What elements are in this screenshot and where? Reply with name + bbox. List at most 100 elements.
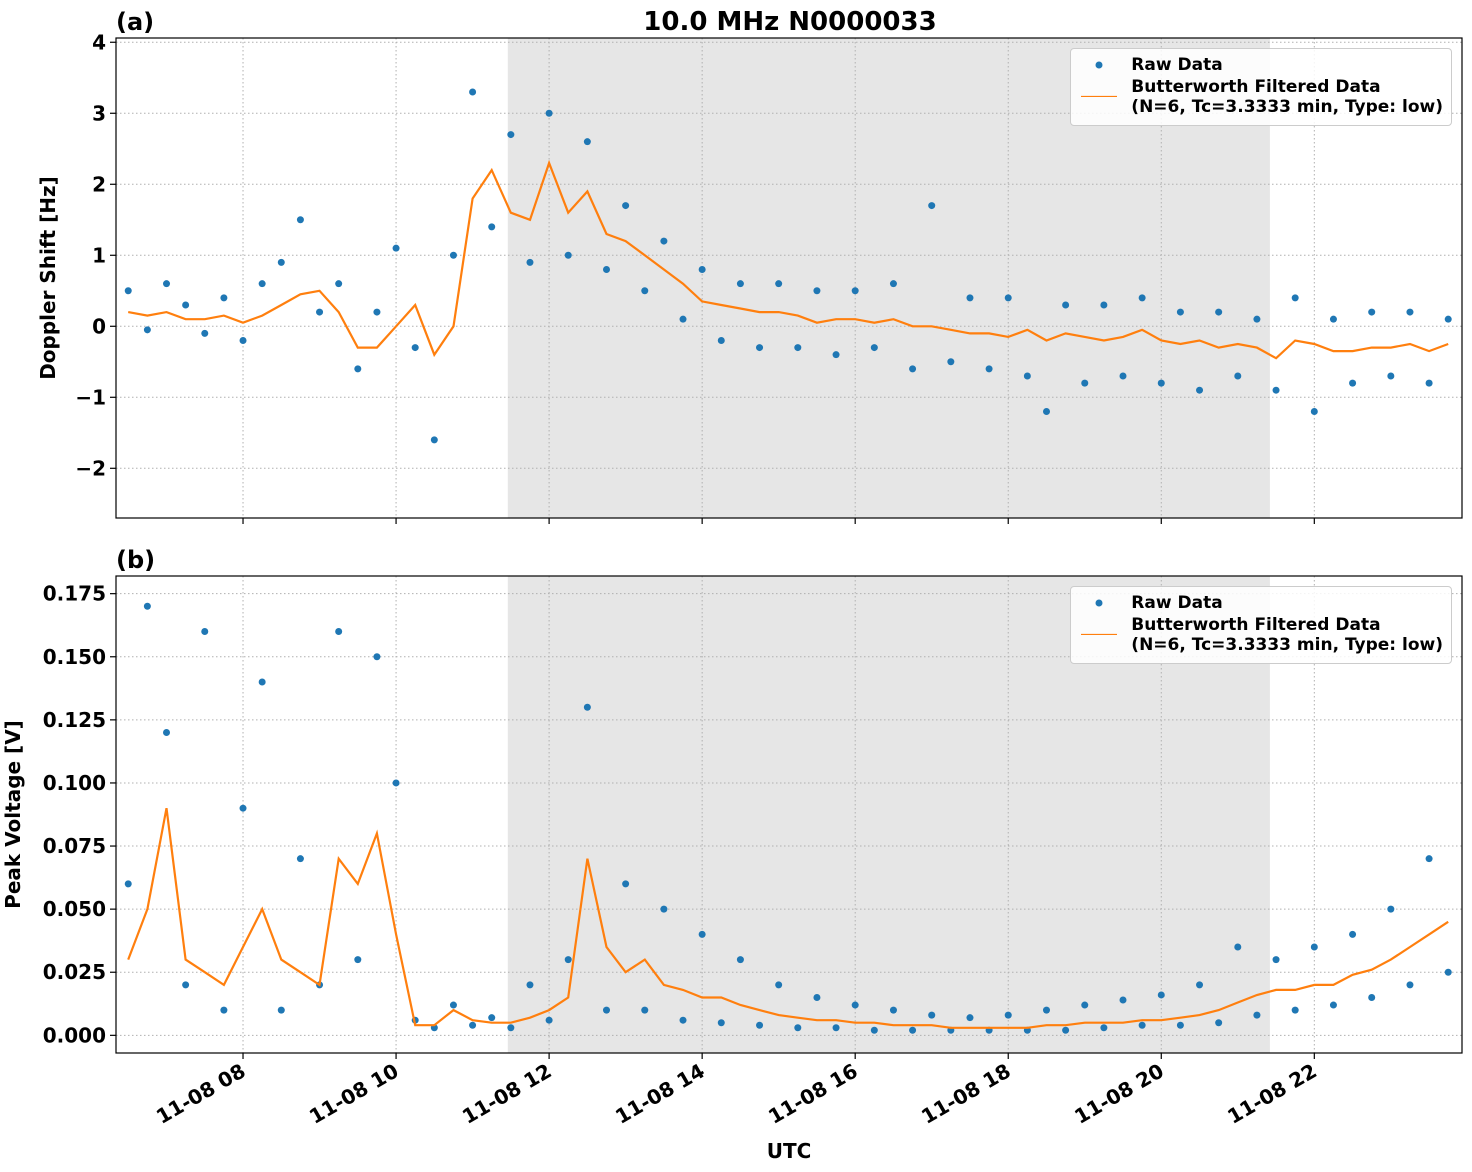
- raw-point: [1349, 379, 1357, 387]
- y-tick-label: −1: [75, 385, 106, 409]
- raw-point: [775, 280, 783, 288]
- raw-point: [1425, 855, 1433, 863]
- raw-point: [1081, 1001, 1089, 1009]
- x-tick-label: 11-08 18: [917, 1059, 1015, 1129]
- plot-area: [124, 88, 1452, 444]
- raw-point: [966, 294, 974, 302]
- raw-point: [1062, 1026, 1070, 1034]
- raw-point: [622, 880, 630, 888]
- y-tick-label: 0.025: [43, 960, 106, 984]
- raw-point: [258, 678, 266, 686]
- legend-entry: Butterworth Filtered Data (N=6, Tc=3.333…: [1077, 77, 1443, 117]
- legend: Raw Data Butterworth Filtered Data (N=6, …: [1070, 586, 1452, 664]
- legend-label: Butterworth Filtered Data (N=6, Tc=3.333…: [1131, 615, 1443, 655]
- y-tick-label: 0.100: [43, 771, 106, 795]
- raw-point: [143, 326, 151, 334]
- legend-key: [1077, 615, 1121, 635]
- raw-point: [679, 315, 687, 323]
- raw-point: [1368, 993, 1376, 1001]
- legend-label: Raw Data: [1131, 55, 1223, 75]
- raw-point: [430, 436, 438, 444]
- y-tick-label: 0: [92, 314, 106, 338]
- raw-point: [1138, 1021, 1146, 1029]
- x-tick-label: 11-08 10: [305, 1059, 403, 1129]
- raw-point: [316, 308, 324, 316]
- raw-point: [641, 1006, 649, 1014]
- raw-point: [239, 336, 247, 344]
- raw-point: [564, 251, 572, 259]
- x-tick-label: 11-08 20: [1070, 1059, 1168, 1129]
- raw-point: [124, 880, 132, 888]
- raw-point: [736, 280, 744, 288]
- legend-key: [1077, 55, 1121, 75]
- raw-point: [1310, 943, 1318, 951]
- raw-point: [775, 981, 783, 989]
- raw-point: [641, 287, 649, 295]
- panel-label: (a): [116, 8, 154, 36]
- raw-point: [1215, 1019, 1223, 1027]
- raw-point: [1042, 1006, 1050, 1014]
- raw-point: [1444, 968, 1452, 976]
- legend-marker: [1095, 599, 1103, 607]
- raw-point: [756, 1021, 764, 1029]
- raw-point: [220, 294, 228, 302]
- raw-point: [526, 981, 534, 989]
- raw-point: [1406, 981, 1414, 989]
- raw-point: [392, 244, 400, 252]
- legend: Raw Data Butterworth Filtered Data (N=6, …: [1070, 48, 1452, 126]
- raw-point: [1157, 991, 1165, 999]
- x-tick-label: 11-08 12: [458, 1059, 556, 1129]
- raw-point: [1215, 308, 1223, 316]
- raw-point: [1291, 1006, 1299, 1014]
- raw-point: [756, 344, 764, 352]
- raw-point: [1081, 379, 1089, 387]
- raw-point: [660, 237, 668, 245]
- raw-point: [832, 351, 840, 359]
- raw-point: [277, 258, 285, 266]
- raw-point: [889, 280, 897, 288]
- raw-point: [1329, 315, 1337, 323]
- raw-point: [1425, 379, 1433, 387]
- legend-line: [1081, 95, 1118, 97]
- raw-point: [1234, 943, 1242, 951]
- raw-point: [1138, 294, 1146, 302]
- raw-point: [488, 1014, 496, 1022]
- raw-point: [258, 280, 266, 288]
- raw-point: [909, 1026, 917, 1034]
- raw-point: [220, 1006, 228, 1014]
- raw-point: [354, 956, 362, 964]
- raw-point: [201, 329, 209, 337]
- raw-point: [354, 365, 362, 373]
- raw-point: [1176, 308, 1184, 316]
- raw-point: [698, 265, 706, 273]
- plot-frame: [115, 575, 1463, 1054]
- raw-point: [1329, 1001, 1337, 1009]
- raw-point: [928, 202, 936, 210]
- y-tick-label: 0.000: [43, 1023, 106, 1047]
- raw-point: [717, 336, 725, 344]
- raw-point: [1444, 315, 1452, 323]
- y-tick-label: 0.150: [43, 645, 106, 669]
- raw-point: [1368, 308, 1376, 316]
- legend-label: Butterworth Filtered Data (N=6, Tc=3.333…: [1131, 77, 1443, 117]
- raw-point: [1176, 1021, 1184, 1029]
- raw-point: [296, 855, 304, 863]
- raw-point: [1042, 407, 1050, 415]
- raw-point: [870, 1026, 878, 1034]
- y-axis-label: Doppler Shift [Hz]: [36, 176, 60, 380]
- raw-point: [411, 344, 419, 352]
- raw-point: [832, 1024, 840, 1032]
- raw-point: [851, 1001, 859, 1009]
- raw-point: [449, 251, 457, 259]
- plot-frame: [115, 37, 1463, 519]
- raw-point: [583, 703, 591, 711]
- raw-point: [1234, 372, 1242, 380]
- raw-point: [373, 308, 381, 316]
- raw-point: [870, 344, 878, 352]
- raw-point: [1196, 981, 1204, 989]
- x-tick-label: 11-08 14: [611, 1059, 709, 1129]
- x-tick-label: 11-08 08: [152, 1059, 250, 1129]
- raw-point: [143, 602, 151, 610]
- raw-point: [602, 1006, 610, 1014]
